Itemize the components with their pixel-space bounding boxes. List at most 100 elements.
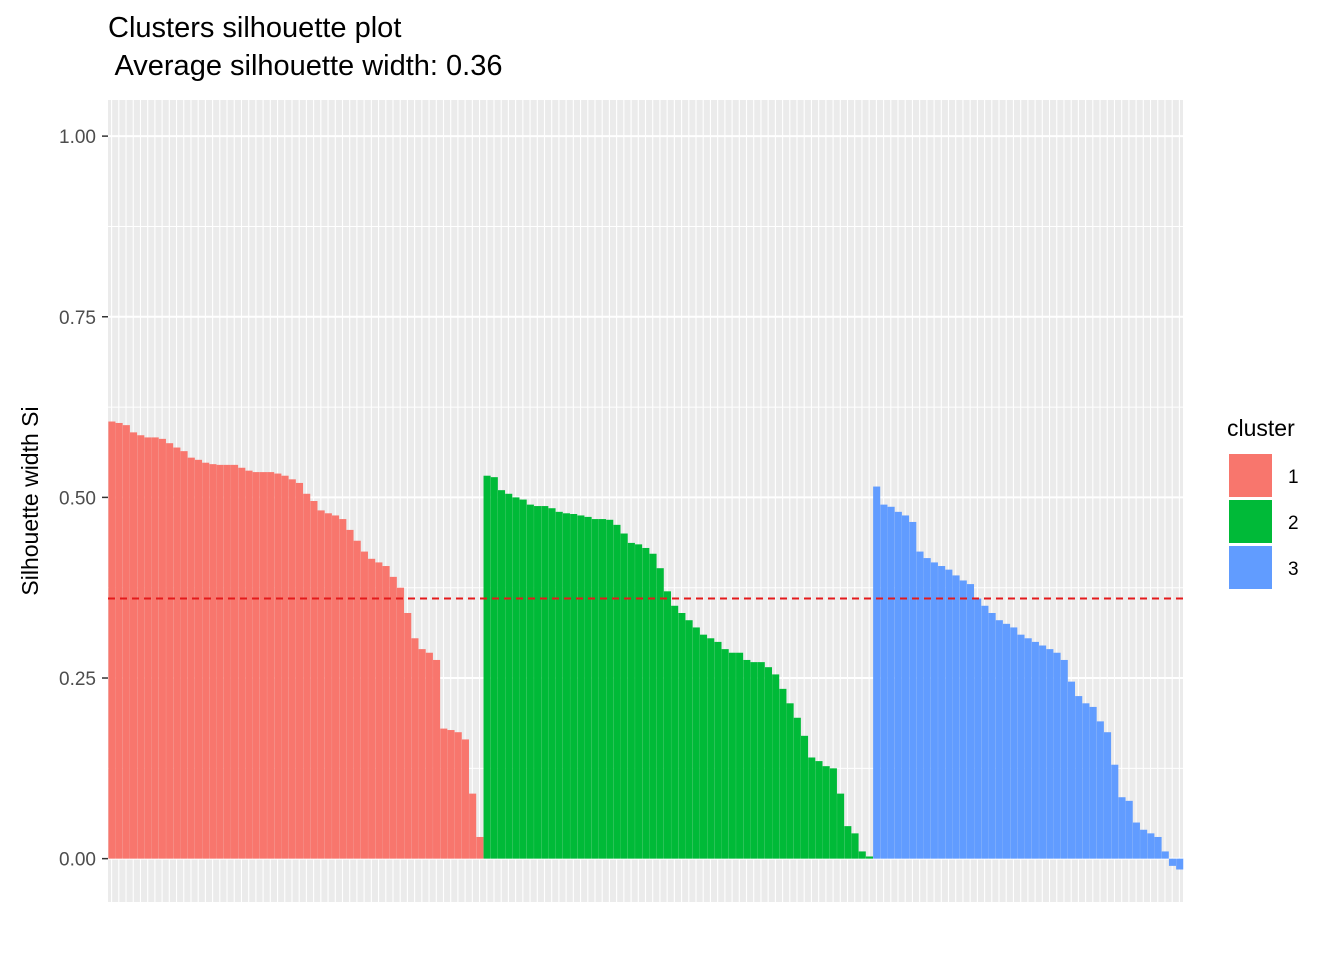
bar-cluster-2: [512, 497, 520, 859]
bar-cluster-2: [598, 519, 607, 859]
bar-cluster-2: [779, 688, 787, 859]
y-tick-label: 0.50: [59, 488, 96, 509]
y-axis-label: Silhouette width Si: [17, 406, 43, 595]
bar-cluster-1: [180, 451, 188, 859]
bar-cluster-3: [1039, 645, 1047, 859]
bar-cluster-1: [274, 473, 282, 859]
bar-cluster-1: [461, 739, 469, 859]
bar-cluster-1: [194, 459, 203, 859]
bar-cluster-2: [808, 757, 816, 859]
bar-cluster-1: [476, 836, 484, 859]
legend-title: cluster: [1227, 415, 1295, 441]
bar-cluster-3: [988, 612, 996, 859]
bar-cluster-3: [1060, 659, 1068, 859]
bar-cluster-3: [880, 504, 888, 859]
y-axis: 0.00 0.25 0.50 0.75 1.00: [59, 127, 108, 871]
bar-cluster-1: [187, 457, 195, 859]
bar-cluster-1: [209, 464, 217, 859]
bar-cluster-3: [966, 584, 975, 859]
legend-key-2: [1229, 500, 1272, 543]
bar-cluster-3: [1002, 623, 1011, 859]
bar-cluster-2: [497, 490, 506, 859]
y-tick-label: 0.00: [59, 850, 96, 871]
bar-cluster-1: [216, 464, 224, 859]
bar-cluster-3: [1147, 833, 1155, 859]
bar-cluster-3: [901, 515, 910, 859]
bar-cluster-2: [635, 544, 643, 859]
bar-cluster-3: [1118, 797, 1126, 859]
bar-cluster-2: [642, 547, 650, 859]
bar-cluster-1: [425, 652, 433, 859]
bar-cluster-3: [974, 598, 982, 859]
legend-label-1: 1: [1288, 467, 1299, 488]
bar-cluster-3: [887, 506, 895, 859]
bar-cluster-3: [923, 558, 931, 859]
bar-cluster-2: [606, 519, 614, 859]
bar-cluster-1: [259, 472, 267, 859]
bar-cluster-3: [1053, 652, 1061, 859]
bar-cluster-3: [1132, 822, 1140, 859]
bar-cluster-2: [728, 652, 736, 859]
bar-cluster-1: [469, 793, 477, 859]
bar-cluster-2: [656, 568, 664, 859]
bar-cluster-1: [310, 501, 318, 859]
bar-cluster-3: [1046, 649, 1054, 859]
bar-cluster-2: [678, 612, 686, 859]
bar-cluster-2: [570, 514, 578, 859]
bar-cluster-1: [389, 576, 397, 859]
legend-key-1: [1229, 454, 1272, 497]
bar-cluster-1: [324, 513, 332, 859]
bar-cluster-1: [288, 479, 296, 859]
bar-cluster-3: [1010, 627, 1018, 859]
bar-cluster-1: [411, 638, 419, 859]
bar-cluster-3: [1140, 829, 1148, 859]
bar-cluster-1: [360, 551, 368, 859]
bar-cluster-3: [1089, 706, 1097, 859]
bar-cluster-1: [375, 562, 383, 859]
bar-cluster-3: [1067, 681, 1076, 859]
bar-cluster-2: [671, 605, 679, 859]
bar-cluster-2: [721, 649, 729, 859]
bar-cluster-1: [447, 730, 455, 859]
bar-cluster-2: [541, 506, 549, 859]
bar-cluster-1: [108, 421, 116, 859]
bar-cluster-1: [166, 443, 174, 859]
bar-cluster-1: [368, 558, 376, 859]
bar-cluster-2: [505, 493, 513, 859]
bar-cluster-2: [562, 513, 570, 859]
bar-cluster-2: [620, 533, 628, 859]
bar-cluster-3: [894, 511, 902, 859]
legend: cluster 1 2 3: [1227, 415, 1299, 589]
bar-cluster-2: [800, 735, 809, 859]
bar-cluster-3: [945, 569, 953, 859]
bar-cluster-1: [245, 470, 253, 859]
bar-cluster-3: [1096, 721, 1104, 859]
bar-cluster-2: [844, 826, 852, 859]
bar-cluster-1: [281, 475, 289, 859]
bar-cluster-2: [858, 851, 866, 859]
bar-cluster-1: [332, 515, 340, 859]
bar-cluster-2: [865, 856, 874, 859]
bar-cluster-1: [173, 447, 181, 859]
bar-cluster-3: [930, 562, 938, 859]
y-tick-label: 1.00: [59, 127, 96, 148]
bar-cluster-1: [353, 540, 361, 859]
bar-cluster-3: [1111, 764, 1119, 859]
bar-cluster-1: [115, 422, 123, 859]
bar-cluster-2: [627, 542, 635, 859]
y-tick-label: 0.75: [59, 308, 96, 329]
bar-cluster-2: [736, 652, 744, 859]
bar-cluster-2: [714, 641, 722, 859]
bar-cluster-1: [267, 472, 275, 859]
bar-cluster-1: [418, 649, 426, 859]
bar-cluster-1: [122, 425, 130, 859]
chart-subtitle: Average silhouette width: 0.36: [108, 50, 503, 82]
bar-cluster-1: [396, 587, 405, 859]
bar-cluster-1: [303, 493, 311, 859]
bar-cluster-2: [822, 766, 830, 859]
legend-label-3: 3: [1288, 559, 1299, 580]
bar-cluster-2: [699, 634, 708, 859]
bar-cluster-2: [815, 761, 823, 859]
bar-cluster-1: [158, 438, 166, 859]
